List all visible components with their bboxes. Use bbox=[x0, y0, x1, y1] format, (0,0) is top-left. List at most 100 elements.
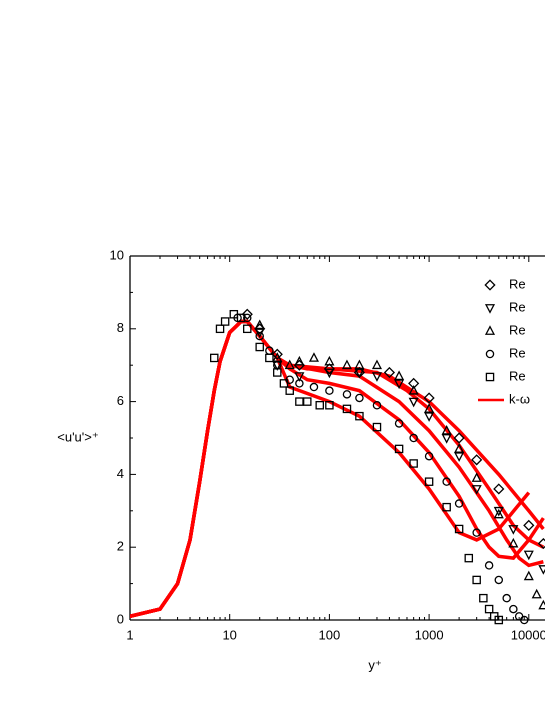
model-curve bbox=[130, 319, 545, 619]
marker bbox=[454, 443, 465, 453]
marker bbox=[519, 615, 529, 625]
marker bbox=[355, 411, 364, 421]
marker bbox=[442, 502, 451, 512]
legend-marker bbox=[484, 304, 496, 314]
marker bbox=[255, 331, 264, 341]
marker bbox=[424, 403, 435, 413]
legend-marker bbox=[485, 372, 495, 382]
marker bbox=[537, 537, 545, 550]
marker bbox=[323, 363, 335, 375]
marker bbox=[493, 483, 505, 495]
marker bbox=[341, 359, 352, 370]
marker bbox=[493, 508, 504, 519]
marker bbox=[409, 433, 418, 443]
marker bbox=[294, 372, 305, 382]
marker bbox=[255, 342, 264, 352]
marker bbox=[243, 324, 252, 334]
marker bbox=[309, 382, 319, 392]
marker bbox=[284, 359, 295, 370]
legend-label: k-ω bbox=[509, 391, 530, 406]
marker bbox=[453, 432, 465, 444]
marker bbox=[394, 419, 404, 428]
marker bbox=[442, 477, 451, 486]
marker bbox=[371, 372, 383, 382]
marker bbox=[325, 386, 334, 395]
marker bbox=[494, 615, 504, 625]
marker bbox=[279, 379, 289, 388]
marker bbox=[271, 348, 283, 360]
marker bbox=[509, 604, 518, 614]
marker bbox=[394, 370, 405, 381]
marker bbox=[303, 397, 312, 406]
marker bbox=[294, 355, 305, 366]
model-curve bbox=[130, 319, 545, 619]
marker bbox=[531, 588, 542, 599]
legend-marker bbox=[485, 349, 495, 359]
marker bbox=[394, 444, 404, 454]
marker bbox=[508, 525, 519, 535]
marker bbox=[371, 359, 383, 370]
legend-marker bbox=[484, 325, 496, 335]
y-axis-label: <u'u'>⁺ bbox=[57, 429, 98, 444]
y-tick-label: 2 bbox=[117, 539, 124, 554]
legend-label: Re bbox=[509, 345, 526, 360]
plot-area bbox=[130, 308, 545, 625]
marker bbox=[472, 528, 481, 537]
marker bbox=[324, 368, 335, 379]
marker bbox=[215, 324, 225, 334]
x-tick-label: 100 bbox=[319, 627, 341, 642]
marker bbox=[441, 424, 452, 435]
x-tick-label: 1000 bbox=[415, 627, 444, 642]
marker bbox=[538, 565, 545, 575]
model-curve bbox=[130, 319, 531, 619]
marker bbox=[342, 404, 352, 414]
y-tick-label: 6 bbox=[117, 393, 124, 408]
marker bbox=[408, 397, 419, 408]
y-tick-label: 8 bbox=[117, 320, 124, 335]
marker bbox=[409, 459, 418, 468]
marker bbox=[454, 499, 464, 508]
marker bbox=[315, 400, 324, 410]
marker bbox=[285, 386, 294, 395]
marker bbox=[472, 575, 481, 585]
marker bbox=[354, 359, 365, 370]
marker bbox=[210, 353, 219, 363]
marker bbox=[295, 379, 304, 388]
model-curve bbox=[130, 319, 545, 619]
marker bbox=[538, 599, 545, 610]
marker bbox=[295, 397, 304, 406]
marker bbox=[471, 454, 483, 466]
marker bbox=[236, 313, 246, 323]
marker bbox=[342, 390, 352, 399]
marker bbox=[523, 550, 534, 561]
marker bbox=[454, 524, 464, 534]
marker bbox=[493, 506, 504, 517]
legend-label: Re bbox=[509, 276, 526, 291]
marker bbox=[424, 451, 434, 461]
marker bbox=[484, 561, 494, 570]
marker bbox=[241, 308, 253, 320]
marker bbox=[354, 368, 365, 379]
model-curve bbox=[130, 319, 544, 619]
marker bbox=[502, 593, 511, 603]
marker bbox=[471, 485, 482, 495]
marker bbox=[273, 368, 282, 377]
marker bbox=[424, 412, 435, 422]
y-tick-label: 0 bbox=[117, 611, 124, 626]
marker bbox=[394, 379, 405, 390]
marker bbox=[220, 317, 230, 326]
marker bbox=[523, 570, 534, 581]
marker bbox=[464, 553, 474, 563]
marker bbox=[383, 366, 396, 379]
marker bbox=[408, 384, 419, 395]
marker bbox=[484, 604, 494, 614]
marker bbox=[508, 537, 519, 548]
x-tick-label: 10000 bbox=[511, 627, 545, 642]
x-tick-label: 1 bbox=[126, 627, 133, 642]
x-axis-label: y⁺ bbox=[368, 657, 381, 672]
marker bbox=[308, 352, 319, 362]
legend-marker bbox=[484, 279, 496, 291]
marker bbox=[523, 519, 535, 531]
y-tick-label: 10 bbox=[110, 247, 124, 262]
